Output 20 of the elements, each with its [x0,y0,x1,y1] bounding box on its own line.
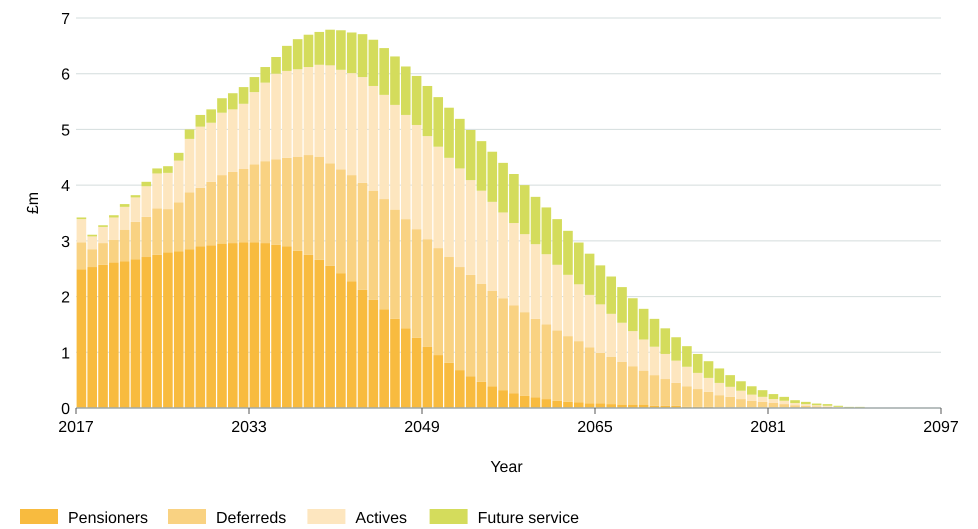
y-tick-label: 4 [61,178,70,196]
legend-label: Future service [478,510,580,527]
x-tick-label: 2081 [750,419,786,436]
x-axis-title: Year [490,459,524,476]
x-tick-label: 2017 [58,419,94,436]
y-tick-label: 3 [61,234,70,251]
x-tick-label: 2049 [404,419,440,436]
x-tick-label: 2033 [231,419,267,436]
legend-label: Pensioners [68,510,148,527]
y-tick-label: 1 [61,345,70,362]
x-tick-label: 2097 [923,419,959,436]
y-axis-title: £m [25,192,42,214]
y-tick-label: 5 [61,122,70,140]
y-tick-label: 0 [61,401,70,418]
y-tick-label: 7 [61,11,70,28]
y-tick-label: 2 [61,290,70,307]
legend-label: Actives [355,510,407,527]
x-tick-label: 2065 [577,419,613,436]
legend-label: Deferreds [216,510,286,527]
y-tick-label: 6 [61,66,70,84]
